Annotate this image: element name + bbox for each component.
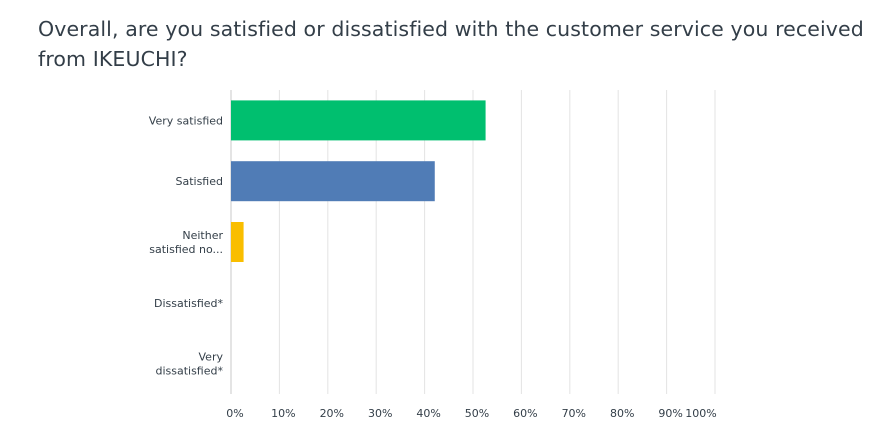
- x-tick-label: 10%: [271, 407, 295, 420]
- category-label: Neither: [182, 229, 223, 242]
- x-tick-label: 40%: [416, 407, 440, 420]
- category-label: Very: [199, 351, 224, 364]
- category-labels: Very satisfied Satisfied Neithersatisfied …: [149, 114, 224, 377]
- gridlines: [230, 90, 716, 394]
- x-axis-ticks: 0% 10% 20% 30% 40% 50% 60% 70% 80% 90% 100%: [226, 407, 716, 420]
- bar: [231, 100, 486, 141]
- bar: [231, 222, 244, 262]
- x-tick-label: 20%: [320, 407, 344, 420]
- x-tick-label: 60%: [513, 407, 537, 420]
- x-tick-label: 90%: [658, 407, 682, 420]
- category-label: dissatisfied*: [155, 365, 223, 378]
- x-tick-label: 80%: [610, 407, 634, 420]
- x-tick-label: 100%: [685, 407, 716, 420]
- category-label: Dissatisfied*: [154, 297, 224, 310]
- x-tick-label: 50%: [465, 407, 489, 420]
- x-tick-label: 70%: [562, 407, 586, 420]
- question-title: Overall, are you satisfied or dissatisfi…: [38, 17, 864, 71]
- bars: [231, 100, 486, 262]
- category-label: satisfied no...: [149, 243, 223, 256]
- x-tick-label: 0%: [226, 407, 243, 420]
- bar: [231, 161, 435, 202]
- category-label: Satisfied: [175, 175, 223, 188]
- category-label: Very satisfied: [149, 114, 223, 127]
- x-tick-label: 30%: [368, 407, 392, 420]
